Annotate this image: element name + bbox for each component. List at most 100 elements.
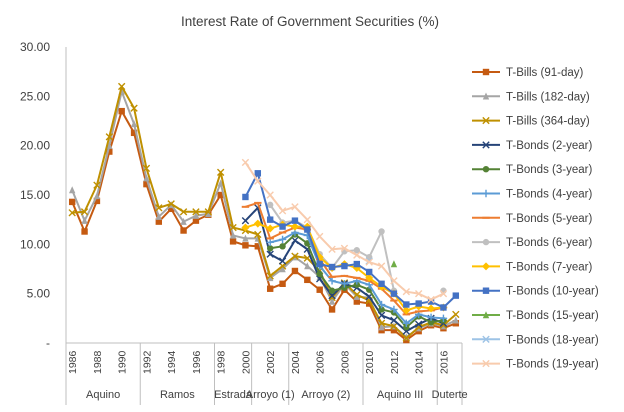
data-point bbox=[439, 289, 448, 298]
data-point bbox=[452, 310, 460, 319]
data-point bbox=[241, 158, 250, 167]
data-point bbox=[482, 311, 490, 319]
data-point bbox=[390, 260, 398, 268]
legend-entry: T-Bonds (15-year) bbox=[472, 310, 599, 322]
data-point bbox=[328, 245, 336, 253]
period-label: Estrada bbox=[214, 389, 253, 401]
data-series bbox=[266, 228, 448, 327]
data-point bbox=[341, 262, 348, 270]
data-point bbox=[291, 252, 299, 260]
data-point bbox=[266, 216, 274, 223]
data-point bbox=[254, 230, 262, 239]
legend-label: T-Bonds (4-year) bbox=[506, 189, 592, 201]
data-point bbox=[254, 170, 262, 177]
legend-entry: T-Bonds (7-year) bbox=[472, 261, 592, 273]
period-label: Aquino bbox=[86, 389, 120, 401]
x-tick-label: 2012 bbox=[389, 350, 401, 374]
legend-label: T-Bills (91-day) bbox=[506, 67, 583, 79]
data-point bbox=[93, 197, 101, 205]
data-point bbox=[402, 306, 411, 315]
series-line bbox=[72, 85, 457, 340]
data-point bbox=[390, 322, 398, 330]
data-point bbox=[482, 216, 490, 219]
legend-label: T-Bills (364-day) bbox=[506, 116, 590, 128]
data-point bbox=[482, 238, 490, 246]
x-tick-label: 1988 bbox=[92, 350, 104, 374]
legend-entry: T-Bonds (2-year) bbox=[472, 140, 592, 152]
data-point bbox=[130, 129, 138, 137]
data-point bbox=[452, 292, 460, 299]
data-point bbox=[216, 168, 225, 177]
data-point bbox=[482, 287, 490, 294]
data-point bbox=[439, 314, 448, 323]
series-layer bbox=[68, 82, 460, 344]
data-point bbox=[155, 218, 163, 225]
x-tick-label: 1990 bbox=[117, 350, 129, 374]
data-point bbox=[378, 280, 385, 287]
chart-title: Interest Rate of Government Securities (… bbox=[181, 14, 439, 29]
y-tick-label: 5.00 bbox=[27, 287, 51, 301]
y-tick-label: 20.00 bbox=[20, 139, 50, 153]
data-point bbox=[390, 326, 398, 334]
legend-entry: T-Bills (182-day) bbox=[472, 91, 590, 103]
data-point bbox=[365, 281, 373, 289]
data-point bbox=[279, 243, 286, 250]
data-point bbox=[403, 324, 410, 331]
data-point bbox=[365, 258, 373, 266]
data-point bbox=[290, 222, 299, 231]
data-point bbox=[253, 219, 262, 228]
data-point bbox=[143, 174, 150, 182]
data-point bbox=[328, 306, 336, 313]
data-point bbox=[377, 311, 386, 320]
legend-entry: T-Bonds (18-year) bbox=[472, 334, 599, 346]
data-point bbox=[229, 223, 237, 232]
data-series bbox=[390, 260, 398, 268]
period-label: Arroyo (1) bbox=[246, 389, 295, 401]
data-point bbox=[93, 181, 101, 189]
data-point bbox=[167, 205, 175, 213]
y-tick-label: 25.00 bbox=[20, 89, 50, 103]
series-line bbox=[245, 201, 444, 316]
data-point bbox=[328, 263, 336, 271]
legend-label: T-Bonds (7-year) bbox=[506, 261, 592, 273]
data-point bbox=[278, 207, 287, 215]
y-tick-label: 15.00 bbox=[20, 188, 50, 202]
legend-entry: T-Bonds (19-year) bbox=[472, 359, 599, 371]
legend-label: T-Bonds (2-year) bbox=[506, 140, 592, 152]
data-point bbox=[291, 236, 299, 245]
data-point bbox=[414, 289, 423, 298]
data-point bbox=[179, 208, 188, 216]
data-point bbox=[315, 232, 324, 241]
data-point bbox=[365, 268, 373, 276]
x-tick-label: 1994 bbox=[166, 350, 178, 374]
legend-label: T-Bonds (6-year) bbox=[506, 237, 592, 249]
data-point bbox=[377, 262, 386, 270]
data-point bbox=[328, 293, 336, 302]
data-point bbox=[143, 180, 150, 188]
data-point bbox=[242, 234, 249, 242]
data-point bbox=[353, 290, 361, 299]
data-point bbox=[118, 107, 125, 115]
data-point bbox=[180, 217, 187, 225]
data-point bbox=[390, 277, 398, 285]
data-point bbox=[402, 287, 411, 296]
legend-label: T-Bonds (15-year) bbox=[506, 310, 599, 322]
data-point bbox=[316, 260, 323, 268]
data-point bbox=[266, 285, 274, 292]
data-point bbox=[390, 290, 398, 297]
series-line bbox=[244, 161, 444, 301]
legend-entry: T-Bonds (3-year) bbox=[472, 164, 592, 176]
x-tick-label: 2006 bbox=[315, 350, 327, 374]
y-tick-label: - bbox=[46, 336, 50, 350]
data-point bbox=[254, 201, 262, 204]
y-tick-label: 10.00 bbox=[20, 237, 50, 251]
data-point bbox=[482, 166, 490, 173]
data-point bbox=[415, 300, 422, 307]
data-point bbox=[278, 257, 287, 265]
data-point bbox=[340, 274, 349, 277]
data-point bbox=[390, 305, 398, 314]
data-point bbox=[217, 179, 224, 187]
data-point bbox=[403, 301, 410, 308]
data-point bbox=[266, 274, 274, 282]
data-point bbox=[117, 82, 126, 91]
